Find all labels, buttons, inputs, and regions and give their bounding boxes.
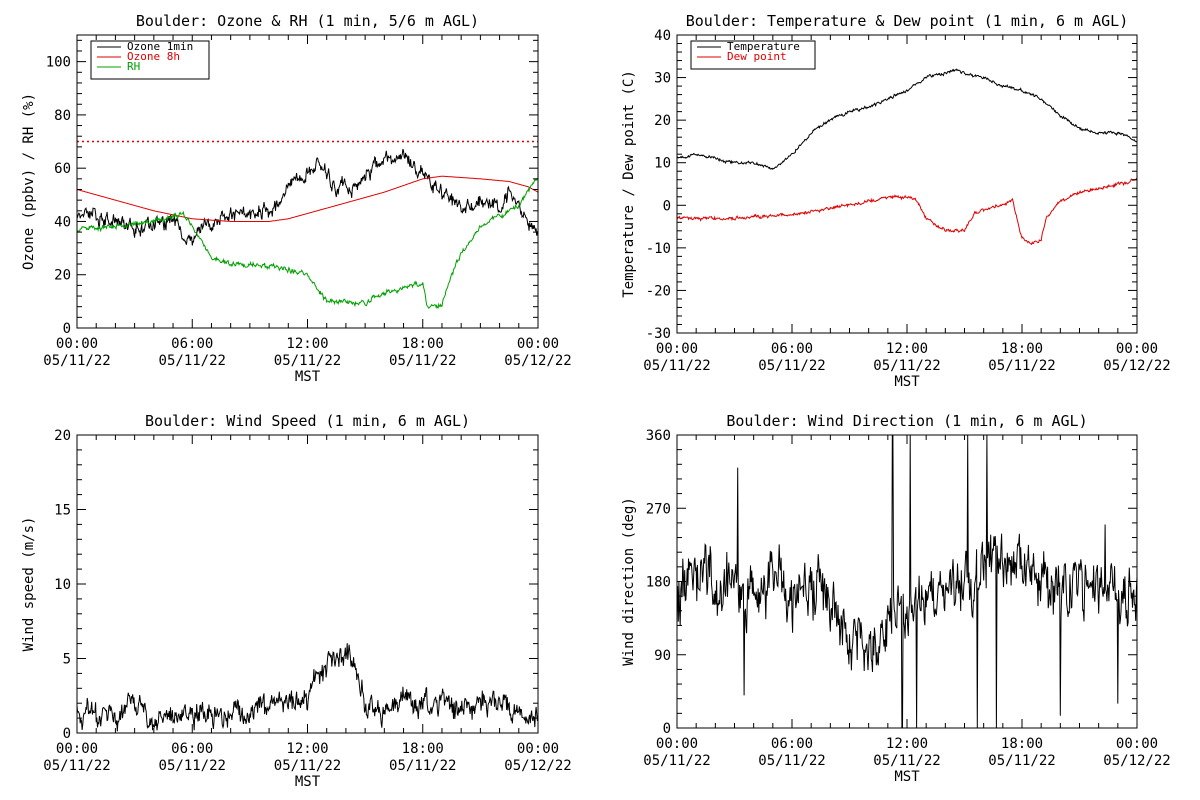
y-tick-label: 270 (646, 501, 671, 517)
wdir-panel: Boulder: Wind Direction (1 min, 6 m AGL)… (621, 412, 1171, 785)
x-tick-date: 05/11/22 (873, 358, 940, 374)
x-tick-time: 00:00 (656, 341, 698, 357)
chart-title: Boulder: Ozone & RH (1 min, 5/6 m AGL) (136, 12, 479, 30)
x-tick-time: 18:00 (402, 741, 444, 757)
x-tick-time: 00:00 (517, 336, 559, 352)
x-tick-date: 05/12/22 (1103, 358, 1170, 374)
y-tick-label: 0 (63, 726, 71, 742)
y-axis-label: Wind direction (deg) (621, 497, 637, 666)
series-line-wspd (77, 643, 538, 732)
x-tick-time: 00:00 (656, 736, 698, 752)
plot-frame (676, 34, 1138, 334)
series-line-dew-point (677, 177, 1137, 246)
y-tick-label: 20 (54, 268, 71, 284)
y-tick-label: 15 (54, 503, 71, 519)
y-tick-label: 0 (663, 721, 671, 737)
x-tick-date: 05/12/22 (504, 758, 571, 774)
y-tick-label: 0 (663, 198, 671, 214)
x-axis-label: MST (894, 374, 920, 390)
y-tick-label: 100 (46, 55, 71, 71)
y-tick-label: 180 (646, 575, 671, 591)
y-tick-label: 60 (54, 161, 71, 177)
x-tick-date: 05/11/22 (389, 353, 456, 369)
x-tick-time: 06:00 (771, 736, 813, 752)
x-tick-date: 05/11/22 (43, 758, 110, 774)
x-tick-time: 12:00 (886, 736, 928, 752)
y-tick-label: 5 (63, 652, 71, 668)
y-axis-label: Ozone (ppbv) / RH (%) (21, 93, 37, 270)
x-tick-time: 18:00 (1001, 341, 1043, 357)
x-tick-time: 12:00 (886, 341, 928, 357)
x-tick-date: 05/12/22 (1103, 753, 1170, 769)
x-tick-time: 00:00 (56, 741, 98, 757)
y-tick-label: 40 (54, 214, 71, 230)
y-tick-label: 30 (654, 71, 671, 87)
y-tick-label: 0 (63, 321, 71, 337)
x-tick-date: 05/11/22 (159, 758, 226, 774)
legend-entry: RH (127, 60, 140, 73)
y-axis-label: Wind speed (m/s) (21, 517, 37, 652)
y-tick-label: 10 (654, 156, 671, 172)
plot-frame (76, 434, 539, 734)
x-tick-date: 05/11/22 (988, 753, 1055, 769)
x-tick-date: 05/11/22 (758, 358, 825, 374)
y-tick-label: 20 (54, 428, 71, 444)
x-tick-time: 12:00 (286, 336, 328, 352)
x-tick-time: 00:00 (56, 336, 98, 352)
y-tick-label: 90 (654, 648, 671, 664)
x-tick-date: 05/11/22 (873, 753, 940, 769)
x-tick-time: 00:00 (1116, 736, 1158, 752)
y-tick-label: 10 (54, 577, 71, 593)
y-tick-label: 360 (646, 428, 671, 444)
x-tick-date: 05/11/22 (389, 758, 456, 774)
x-tick-time: 18:00 (1001, 736, 1043, 752)
x-axis-label: MST (295, 774, 321, 790)
y-axis-label: Temperature / Dew point (C) (621, 70, 637, 298)
legend-entry: Ozone 1min (127, 40, 193, 53)
series-line-ozone-1min (77, 148, 538, 246)
chart-title: Boulder: Wind Speed (1 min, 6 m AGL) (145, 412, 470, 430)
x-tick-date: 05/11/22 (643, 753, 710, 769)
x-tick-date: 05/11/22 (274, 353, 341, 369)
x-axis-label: MST (295, 369, 321, 385)
x-tick-time: 06:00 (771, 341, 813, 357)
y-tick-label: 80 (54, 108, 71, 124)
y-tick-label: -20 (646, 283, 671, 299)
x-tick-time: 06:00 (171, 336, 213, 352)
y-tick-label: -10 (646, 241, 671, 257)
x-tick-date: 05/11/22 (274, 758, 341, 774)
x-tick-time: 12:00 (286, 741, 328, 757)
x-axis-label: MST (894, 769, 920, 785)
legend-entry: Dew point (727, 50, 787, 63)
legend-entry: Temperature (727, 40, 800, 53)
series-line-wdir (677, 435, 1137, 728)
x-tick-time: 18:00 (402, 336, 444, 352)
x-tick-date: 05/11/22 (159, 353, 226, 369)
x-tick-time: 00:00 (517, 741, 559, 757)
chart-title: Boulder: Wind Direction (1 min, 6 m AGL) (726, 412, 1087, 430)
plot-frame (676, 434, 1138, 729)
x-tick-date: 05/11/22 (988, 358, 1055, 374)
y-tick-label: -30 (646, 326, 671, 342)
x-tick-date: 05/11/22 (643, 358, 710, 374)
ozone-panel: Boulder: Ozone & RH (1 min, 5/6 m AGL) 0 2… (21, 12, 572, 385)
x-tick-time: 06:00 (171, 741, 213, 757)
chart-title: Boulder: Temperature & Dew point (1 min,… (686, 12, 1129, 30)
x-tick-date: 05/11/22 (43, 353, 110, 369)
y-tick-label: 40 (654, 28, 671, 44)
series-line-ozone-8h (77, 175, 538, 222)
series-line-temperature (677, 68, 1137, 171)
x-tick-date: 05/12/22 (504, 353, 571, 369)
x-tick-date: 05/11/22 (758, 753, 825, 769)
legend-entry: Ozone 8h (127, 50, 180, 63)
temp-panel: Boulder: Temperature & Dew point (1 min,… (621, 12, 1171, 390)
y-tick-label: 20 (654, 113, 671, 129)
series-line-rh (77, 178, 538, 310)
wspd-panel: Boulder: Wind Speed (1 min, 6 m AGL) 0 5 10… (21, 412, 572, 790)
x-tick-time: 00:00 (1116, 341, 1158, 357)
